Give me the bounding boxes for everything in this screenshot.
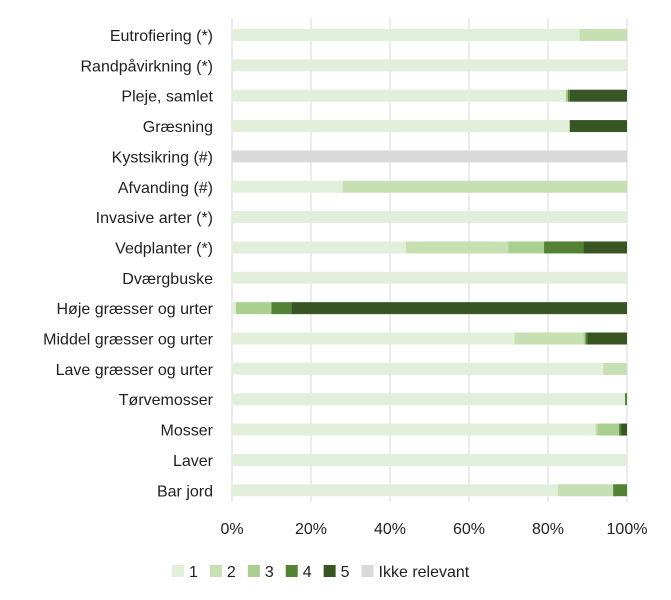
bar-segment	[232, 271, 627, 284]
bar-segment	[514, 332, 584, 345]
bar-segment	[508, 241, 545, 254]
bar-segment	[232, 362, 604, 375]
bar-segment	[342, 180, 627, 193]
legend-label: 3	[265, 564, 274, 581]
x-tick-label: 100%	[607, 521, 648, 538]
bar-segment	[232, 453, 627, 466]
legend: 1 2 3 4 5 Ikke relevant	[172, 564, 470, 581]
legend-swatch	[172, 565, 184, 577]
legend-swatch	[209, 565, 222, 577]
bar-segment	[625, 393, 627, 406]
legend-label: Ikke relevant	[379, 564, 470, 581]
bar-segment	[291, 302, 627, 315]
bar-segment	[557, 484, 614, 497]
bar-segment	[565, 89, 568, 102]
bar-segment	[603, 362, 627, 375]
category-label: Høje græsser og urter	[57, 301, 214, 318]
bar-segment	[232, 484, 558, 497]
bar-segment	[232, 29, 580, 41]
bar-segment	[232, 302, 236, 315]
legend-swatch	[361, 565, 374, 577]
legend-swatch	[285, 565, 298, 577]
category-label: Invasive arter (*)	[96, 210, 213, 227]
category-label: Lave græsser og urter	[56, 362, 214, 379]
category-label: Pleje, samlet	[121, 89, 213, 106]
category-label: Tørvemosser	[119, 392, 214, 409]
x-tick-label: 80%	[532, 521, 564, 538]
x-tick-label: 40%	[374, 521, 406, 538]
bar-segment	[569, 89, 627, 102]
category-label: Eutrofiering (*)	[110, 28, 213, 45]
category-label: Bar jord	[157, 483, 213, 500]
legend-label: 5	[341, 564, 350, 581]
category-label: Middel græsser og urter	[43, 332, 214, 349]
x-tick-label: 60%	[453, 521, 485, 538]
bar-segment	[569, 120, 627, 133]
bar-segment	[619, 423, 622, 436]
category-label: Kystsikring (#)	[112, 149, 213, 166]
category-label: Mosser	[161, 423, 214, 440]
bar-segment	[232, 180, 343, 193]
bar-segment	[613, 484, 627, 497]
category-label: Laver	[173, 453, 214, 470]
category-labels: Eutrofiering (*) Randpåvirkning (*) Pleje,…	[43, 28, 214, 500]
legend-swatch	[247, 565, 260, 577]
category-label: Vedplanter (*)	[115, 240, 213, 257]
legend-label: 1	[189, 564, 198, 581]
bar-segment	[585, 332, 588, 345]
bar-segment	[405, 241, 509, 254]
bar-segment	[232, 120, 570, 133]
x-tick-label: 20%	[295, 521, 327, 538]
legend-label: 4	[303, 564, 312, 581]
category-label: Afvanding (#)	[118, 180, 213, 197]
bar-segment	[271, 302, 292, 315]
category-label: Randpåvirkning (*)	[80, 57, 213, 75]
bar-segment	[595, 423, 598, 436]
bars	[232, 29, 627, 497]
bar-segment	[583, 241, 627, 254]
bar-segment	[583, 332, 586, 345]
bar-segment	[232, 59, 627, 72]
bar-segment	[232, 211, 627, 224]
bar-segment	[232, 423, 596, 436]
legend-swatch	[323, 565, 336, 577]
x-tick-label: 0%	[220, 521, 243, 538]
bar-segment	[235, 302, 272, 315]
category-label: Dværgbuske	[122, 271, 213, 288]
bar-segment	[232, 241, 406, 254]
bar-segment	[579, 29, 627, 41]
category-label: Græsning	[143, 119, 213, 136]
bar-segment	[621, 423, 627, 436]
bar-segment	[587, 332, 627, 345]
bar-segment	[544, 241, 584, 254]
bar-segment	[567, 89, 570, 102]
x-axis-tick-labels: 0% 20% 40% 60% 80% 100%	[220, 521, 647, 538]
bar-segment	[597, 423, 620, 436]
bar-segment	[232, 332, 515, 345]
bar-segment	[232, 89, 566, 102]
bar-segment	[232, 150, 627, 163]
legend-label: 2	[227, 564, 236, 581]
bar-segment	[232, 393, 626, 406]
